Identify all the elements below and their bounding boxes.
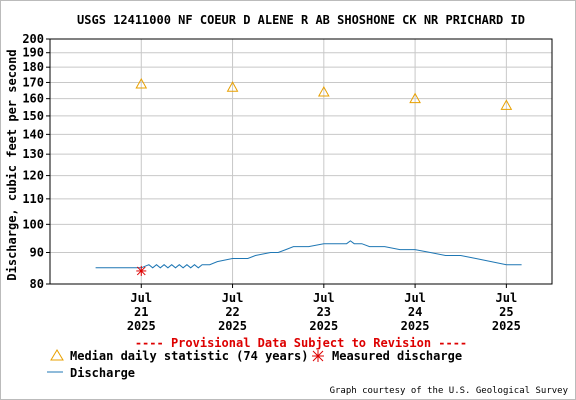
y-tick-label: 110	[22, 192, 44, 206]
y-tick-label: 80	[30, 277, 44, 291]
y-tick-label: 150	[22, 109, 44, 123]
legend-median-label: Median daily statistic (74 years)	[70, 349, 308, 363]
y-tick-label: 120	[22, 169, 44, 183]
y-tick-label: 200	[22, 32, 44, 46]
legend-measured-asterisk-icon	[312, 350, 324, 362]
x-tick-label: 2025	[492, 319, 521, 333]
x-tick-label: 2025	[309, 319, 338, 333]
median-point	[500, 99, 513, 110]
chart-title: USGS 12411000 NF COEUR D ALENE R AB SHOS…	[77, 13, 525, 27]
x-tick-label: 22	[225, 305, 239, 319]
legend-discharge-label: Discharge	[70, 366, 135, 380]
y-tick-label: 180	[22, 60, 44, 74]
median-point	[317, 86, 330, 97]
provisional-note: ---- Provisional Data Subject to Revisio…	[135, 336, 467, 350]
x-tick-label: Jul	[404, 291, 426, 305]
legend: Median daily statistic (74 years) Measur…	[47, 349, 462, 380]
y-tick-label: 100	[22, 217, 44, 231]
x-tick-label: 24	[408, 305, 422, 319]
y-tick-label: 90	[30, 246, 44, 260]
plot-frame	[49, 38, 553, 285]
measured-point	[136, 265, 147, 276]
x-tick-label: 25	[499, 305, 513, 319]
y-tick-label: 140	[22, 127, 44, 141]
x-axis-ticks: Jul212025Jul222025Jul232025Jul242025Jul2…	[127, 284, 521, 333]
x-tick-label: 2025	[127, 319, 156, 333]
legend-measured-label: Measured discharge	[332, 349, 462, 363]
median-point	[135, 78, 148, 89]
x-tick-label: Jul	[130, 291, 152, 305]
legend-median-triangle-icon	[50, 349, 64, 361]
y-tick-label: 130	[22, 147, 44, 161]
y-axis-label: Discharge, cubic feet per second	[5, 49, 19, 280]
y-tick-label: 190	[22, 46, 44, 60]
x-tick-label: 2025	[218, 319, 247, 333]
x-tick-label: 21	[134, 305, 148, 319]
series-layer	[95, 78, 522, 276]
median-point	[226, 81, 239, 92]
median-point	[409, 92, 421, 104]
credit-text: Graph courtesy of the U.S. Geological Su…	[330, 386, 569, 396]
x-tick-label: Jul	[313, 291, 335, 305]
x-tick-label: 23	[317, 305, 331, 319]
x-tick-label: 2025	[401, 319, 430, 333]
x-tick-label: Jul	[496, 291, 518, 305]
y-tick-label: 170	[22, 75, 44, 89]
discharge-line	[95, 240, 522, 269]
x-tick-label: Jul	[222, 291, 244, 305]
y-tick-label: 160	[22, 92, 44, 106]
